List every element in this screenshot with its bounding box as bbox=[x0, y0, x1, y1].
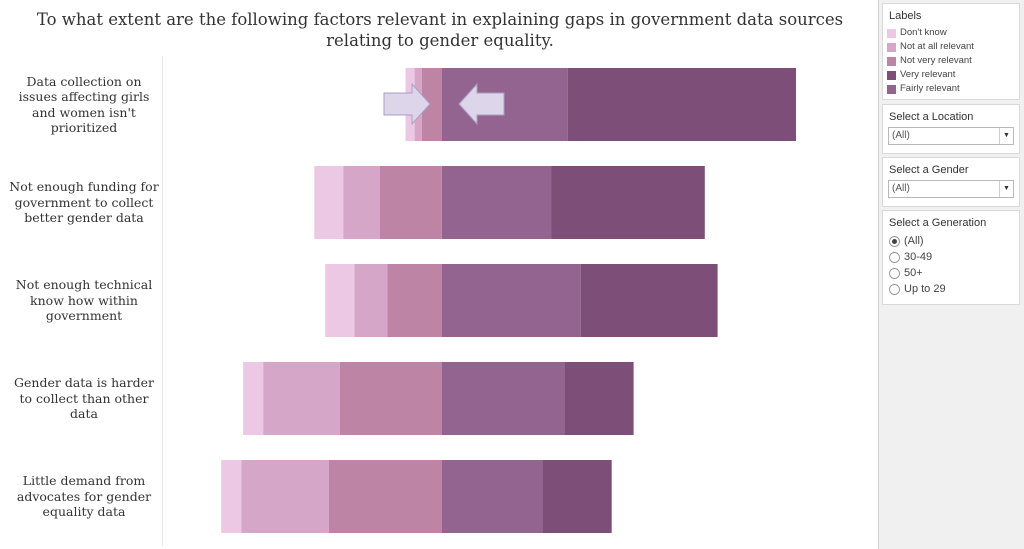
category-label: Not enough technical know how within gov… bbox=[15, 277, 153, 323]
location-filter-title: Select a Location bbox=[889, 111, 974, 123]
chart-area: To what extent are the following factors… bbox=[0, 0, 879, 549]
legend-swatch bbox=[887, 57, 896, 66]
axis-line bbox=[162, 56, 163, 546]
bar-segment[interactable] bbox=[314, 166, 344, 239]
legend-item[interactable]: Fairly relevant bbox=[883, 82, 1019, 96]
generation-options: (All) 30-49 50+ Up to 29 bbox=[883, 233, 1019, 297]
generation-option-label: Up to 29 bbox=[904, 283, 946, 295]
arrow-left-icon bbox=[458, 82, 505, 126]
generation-option-label: 50+ bbox=[904, 267, 923, 279]
arrow-right-icon bbox=[383, 82, 431, 126]
bar-segment[interactable] bbox=[379, 166, 442, 239]
bar-segment[interactable] bbox=[354, 264, 388, 337]
legend-swatch bbox=[887, 43, 896, 52]
gender-dropdown[interactable]: (All) ▼ bbox=[888, 180, 1014, 198]
radio-button[interactable] bbox=[889, 284, 900, 295]
generation-option[interactable]: (All) bbox=[883, 233, 1019, 249]
bar-segment[interactable] bbox=[339, 362, 442, 435]
generation-option[interactable]: 50+ bbox=[883, 265, 1019, 281]
legend-label: Not at all relevant bbox=[900, 41, 974, 52]
bar-segment[interactable] bbox=[221, 460, 242, 533]
generation-option-label: 30-49 bbox=[904, 251, 933, 263]
legend-item[interactable]: Not at all relevant bbox=[883, 40, 1019, 54]
bar-segment[interactable] bbox=[564, 362, 634, 435]
chevron-down-icon[interactable]: ▼ bbox=[999, 181, 1013, 197]
bar-segment[interactable] bbox=[580, 264, 718, 337]
gender-filter-title: Select a Gender bbox=[889, 164, 969, 176]
legend-item[interactable]: Don't know bbox=[883, 26, 1019, 40]
generation-option[interactable]: Up to 29 bbox=[883, 281, 1019, 297]
location-dropdown[interactable]: (All) ▼ bbox=[888, 127, 1014, 145]
legend-swatch bbox=[887, 29, 896, 38]
chevron-down-icon[interactable]: ▼ bbox=[999, 128, 1013, 144]
bar-segment[interactable] bbox=[442, 166, 552, 239]
bar-segment[interactable] bbox=[442, 362, 565, 435]
legend-label: Fairly relevant bbox=[900, 83, 960, 94]
legend-item[interactable]: Very relevant bbox=[883, 68, 1019, 82]
legend-label: Don't know bbox=[900, 27, 947, 38]
location-dropdown-value: (All) bbox=[892, 130, 910, 141]
category-label: Little demand from advocates for gender … bbox=[16, 473, 152, 519]
labels-legend: Labels Don't know Not at all relevant Not … bbox=[882, 3, 1020, 100]
legend-title: Labels bbox=[889, 10, 922, 22]
gender-filter: Select a Gender (All) ▼ bbox=[882, 157, 1020, 207]
legend-label: Very relevant bbox=[900, 69, 956, 80]
bar-segment[interactable] bbox=[421, 68, 442, 141]
bar-segment[interactable] bbox=[442, 264, 581, 337]
bar-segment[interactable] bbox=[325, 264, 355, 337]
bar-segment[interactable] bbox=[542, 460, 612, 533]
legend-label: Not very relevant bbox=[900, 55, 972, 66]
radio-button[interactable] bbox=[889, 236, 900, 247]
legend-swatch bbox=[887, 85, 896, 94]
generation-filter: Select a Generation (All) 30-49 50+ Up to 2… bbox=[882, 210, 1020, 305]
bar-segment[interactable] bbox=[387, 264, 443, 337]
bar-segment[interactable] bbox=[343, 166, 380, 239]
bar-segment[interactable] bbox=[442, 460, 543, 533]
bar-segment[interactable] bbox=[328, 460, 442, 533]
generation-option[interactable]: 30-49 bbox=[883, 249, 1019, 265]
category-label: Gender data is harder to collect than ot… bbox=[14, 375, 154, 421]
gender-dropdown-value: (All) bbox=[892, 183, 910, 194]
chart-title: To what extent are the following factors… bbox=[36, 10, 844, 50]
bar-segment[interactable] bbox=[551, 166, 705, 239]
category-label: Not enough funding for government to col… bbox=[9, 179, 159, 225]
chart-svg bbox=[221, 68, 796, 533]
generation-filter-title: Select a Generation bbox=[889, 217, 987, 229]
bar-segment[interactable] bbox=[241, 460, 329, 533]
bar-segment[interactable] bbox=[243, 362, 264, 435]
generation-option-label: (All) bbox=[904, 235, 924, 247]
radio-button[interactable] bbox=[889, 252, 900, 263]
category-label: Data collection on issues affecting girl… bbox=[18, 73, 150, 136]
legend-item[interactable]: Not very relevant bbox=[883, 54, 1019, 68]
location-filter: Select a Location (All) ▼ bbox=[882, 104, 1020, 154]
legend-swatch bbox=[887, 71, 896, 80]
radio-button[interactable] bbox=[889, 268, 900, 279]
bar-segment[interactable] bbox=[263, 362, 340, 435]
legend-items: Don't know Not at all relevant Not very re… bbox=[883, 26, 1019, 96]
bar-segment[interactable] bbox=[567, 68, 796, 141]
